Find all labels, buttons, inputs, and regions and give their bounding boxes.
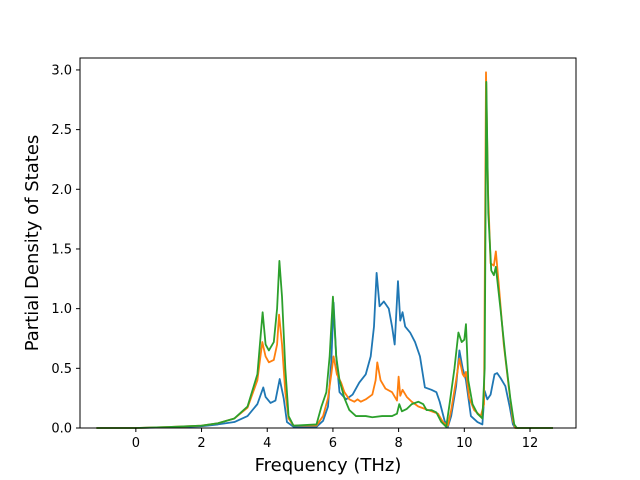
x-axis-ticks: 0 2 4 6 8 10 12: [132, 428, 539, 451]
y-tick-label: 2.0: [51, 183, 72, 198]
series-line-3: [96, 80, 554, 429]
series-line-1: [96, 271, 554, 429]
x-tick-label: 4: [263, 436, 271, 451]
x-tick-label: 10: [456, 436, 473, 451]
x-tick-label: 2: [197, 436, 205, 451]
y-axis-ticks: 0.0 0.5 1.0 1.5 2.0 2.5 3.0: [51, 63, 80, 437]
y-tick-label: 2.5: [51, 123, 72, 138]
y-tick-label: 0.5: [51, 362, 72, 377]
y-tick-label: 3.0: [51, 63, 72, 78]
plot-area-frame: [79, 57, 577, 429]
x-tick-label: 6: [329, 436, 337, 451]
series-lines: [96, 71, 554, 429]
x-tick-label: 0: [132, 436, 140, 451]
y-tick-label: 0.0: [51, 422, 72, 437]
y-axis-label: Partial Density of States: [22, 135, 43, 352]
x-tick-label: 12: [522, 436, 539, 451]
y-tick-label: 1.5: [51, 242, 72, 257]
x-tick-label: 8: [394, 436, 402, 451]
x-axis-label: Frequency (THz): [255, 455, 402, 476]
y-tick-label: 1.0: [51, 302, 72, 317]
